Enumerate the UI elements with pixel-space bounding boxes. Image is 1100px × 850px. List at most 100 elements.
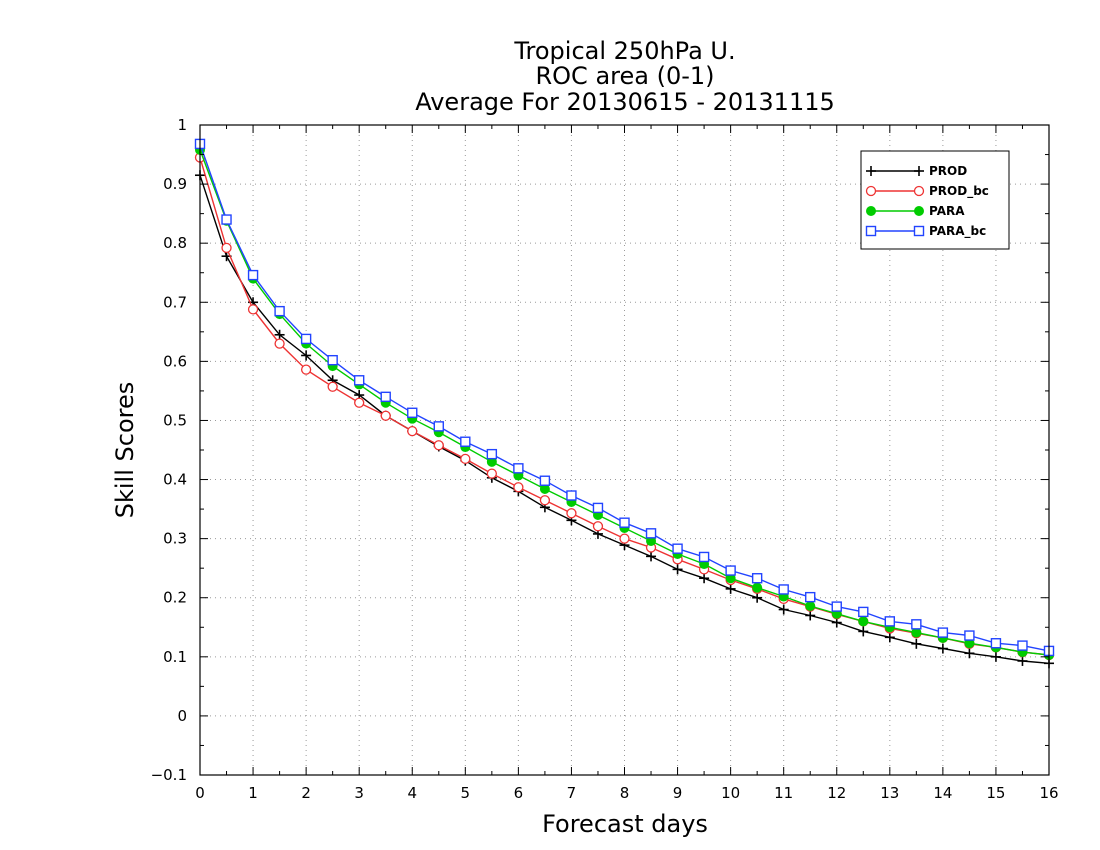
- y-tick-label: 0.4: [163, 471, 187, 489]
- data-point-prod: [699, 573, 710, 584]
- data-point-para-bc: [566, 490, 577, 501]
- data-point-prod-bc: [221, 242, 232, 254]
- data-point-prod-bc: [486, 468, 497, 479]
- data-point-prod-bc: [327, 381, 338, 392]
- data-point-para-bc: [911, 619, 922, 630]
- data-point-para-bc: [486, 448, 498, 460]
- data-point-para-bc: [221, 214, 232, 225]
- legend-marker-left-prod: [866, 166, 876, 176]
- data-point-prod: [911, 638, 922, 649]
- title-line-3: Average For 20130615 - 20131115: [415, 88, 835, 116]
- x-tick-label: 12: [827, 784, 846, 802]
- data-point-para-bc: [751, 573, 763, 584]
- data-point-prod-bc: [566, 508, 577, 519]
- data-point-para-bc: [672, 543, 683, 554]
- legend-marker-right-para-bc: [913, 225, 925, 237]
- data-point-prod-bc: [619, 533, 630, 544]
- data-point-para-bc: [964, 630, 975, 641]
- y-tick-label: 0: [177, 707, 187, 725]
- y-tick-label: 0.9: [163, 175, 187, 193]
- data-point-para-bc: [619, 517, 630, 528]
- legend-item-para: PARA: [866, 204, 965, 218]
- data-point-prod: [1017, 655, 1028, 666]
- x-tick-label: 0: [195, 784, 205, 802]
- y-tick-label: 1: [177, 116, 187, 134]
- axis-ticks: [199, 124, 1050, 776]
- data-point-prod-bc: [592, 521, 604, 532]
- legend-item-prod: PROD: [866, 164, 967, 178]
- x-axis-title: Forecast days: [542, 810, 708, 838]
- data-point-para-bc: [327, 354, 338, 366]
- data-point-para-bc: [247, 269, 259, 281]
- y-tick-label: 0.6: [163, 352, 187, 370]
- axis-tick-labels: 0 1 2 3 4 5 6 7 8 9 10 11 12 13 14 15 16−0.100.10.20.30.…: [151, 116, 1059, 802]
- series-layer: [194, 138, 1055, 669]
- legend-marker-right-para: [914, 206, 924, 216]
- data-point-prod: [805, 610, 816, 621]
- x-tick-label: 15: [986, 784, 1005, 802]
- title-line-2: ROC area (0-1): [535, 62, 714, 90]
- data-point-prod-bc: [433, 440, 444, 451]
- x-tick-label: 9: [673, 784, 683, 802]
- data-point-para-bc: [698, 551, 710, 563]
- x-tick-label: 4: [407, 784, 417, 802]
- data-point-prod: [301, 350, 312, 361]
- x-tick-label: 16: [1039, 784, 1058, 802]
- x-tick-label: 2: [301, 784, 311, 802]
- x-tick-label: 14: [933, 784, 952, 802]
- data-point-para-bc: [937, 627, 949, 638]
- legend-marker-right-prod: [914, 166, 924, 176]
- data-point-prod: [858, 626, 869, 637]
- data-point-para-bc: [592, 502, 604, 514]
- data-point-prod-bc: [274, 338, 285, 349]
- data-point-prod-bc: [354, 397, 365, 408]
- data-point-para-bc: [300, 333, 312, 345]
- legend-marker-left-para-bc: [865, 225, 877, 237]
- data-point-para-bc: [539, 475, 551, 486]
- data-point-prod-bc: [513, 482, 524, 493]
- data-point-prod-bc: [539, 495, 551, 506]
- data-point-prod: [937, 643, 948, 654]
- legend-box: [860, 150, 1010, 250]
- legend-label-para: PARA: [929, 204, 965, 218]
- legend-marker-right-prod-bc: [913, 185, 925, 197]
- legend-item-prod-bc: PROD_bc: [865, 184, 989, 199]
- data-point-prod-bc: [247, 304, 259, 315]
- legend-marker-left-prod-bc: [865, 185, 877, 197]
- data-point-prod: [274, 329, 285, 340]
- grid: [200, 125, 1049, 775]
- legend: PROD PROD_bc PARA PARA_bc: [860, 150, 1010, 250]
- data-point-para-bc: [831, 601, 842, 612]
- series-para-bc: [194, 138, 1055, 657]
- data-point-para-bc: [513, 463, 524, 474]
- data-point-para-bc: [990, 638, 1002, 649]
- x-tick-label: 7: [567, 784, 577, 802]
- data-point-para-bc: [460, 436, 471, 447]
- y-axis-title: Skill Scores: [111, 382, 139, 519]
- data-point-prod: [778, 604, 789, 615]
- legend-label-prod-bc: PROD_bc: [929, 184, 989, 199]
- data-point-para-bc: [407, 407, 418, 418]
- data-point-prod-bc: [380, 410, 391, 421]
- data-point-prod: [646, 551, 657, 562]
- y-tick-label: 0.8: [163, 234, 187, 252]
- legend-label-para-bc: PARA_bc: [929, 224, 986, 239]
- legend-marker-left-para: [866, 206, 876, 216]
- data-point-para-bc: [645, 528, 657, 539]
- title-line-1: Tropical 250hPa U.: [513, 37, 735, 65]
- data-point-prod: [752, 592, 763, 603]
- data-point-prod: [725, 583, 736, 594]
- data-point-prod: [990, 651, 1001, 662]
- data-point-para: [805, 601, 816, 611]
- data-point-para-bc: [433, 421, 444, 432]
- data-point-para-bc: [353, 375, 365, 386]
- x-tick-label: 13: [880, 784, 899, 802]
- data-point-prod: [964, 648, 975, 659]
- x-tick-label: 3: [354, 784, 364, 802]
- data-point-prod-bc: [407, 425, 418, 437]
- legend-label-prod: PROD: [929, 164, 967, 178]
- data-point-prod-bc: [460, 453, 471, 465]
- data-point-para: [858, 616, 869, 627]
- y-tick-label: 0.1: [163, 648, 187, 666]
